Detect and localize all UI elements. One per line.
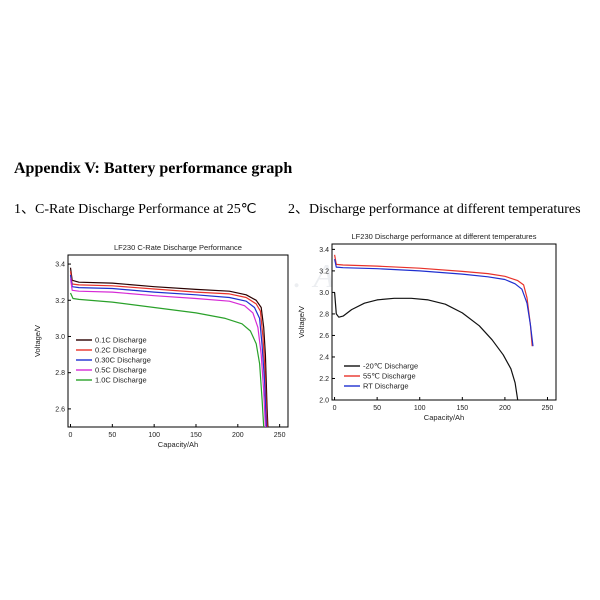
- legend-label: 1.0C Discharge: [95, 376, 147, 385]
- chart-crate-discharge: LF230 C-Rate Discharge Performance 0 50 100…: [33, 243, 289, 449]
- legend-label: 0.30C Discharge: [95, 356, 151, 365]
- y-tick-label: 2.0: [319, 398, 329, 405]
- plot-frame: [67, 254, 289, 428]
- legend-label: 0.2C Discharge: [95, 346, 147, 355]
- series-line-3: [69, 274, 267, 427]
- y-tick-label: 2.6: [55, 406, 65, 413]
- series-line-5: [69, 292, 265, 427]
- y-tick-label: 2.8: [319, 311, 329, 318]
- y-axis-label: Voltage/V: [297, 306, 306, 338]
- section-heading-crate: 1、C-Rate Discharge Performance at 25℃: [14, 202, 257, 217]
- y-tick-label: 2.8: [55, 370, 65, 377]
- series-group: [69, 267, 269, 427]
- x-tick-label: 0: [69, 432, 73, 439]
- series-line-2: [334, 254, 533, 347]
- y-tick-label: 3.2: [55, 298, 65, 305]
- x-axis-label: Capacity/Ah: [158, 440, 198, 449]
- y-tick-label: 3.4: [319, 247, 329, 254]
- y-tick-label: 2.6: [319, 333, 329, 340]
- x-tick-label: 0: [333, 405, 337, 412]
- y-axis-label: Voltage/V: [33, 325, 42, 357]
- x-tick-label: 200: [499, 405, 511, 412]
- x-tick-label: 150: [456, 405, 468, 412]
- x-tick-label: 50: [373, 405, 381, 412]
- legend-label: RT Discharge: [363, 382, 409, 391]
- x-tick-label: 100: [148, 432, 160, 439]
- series-line-1: [334, 292, 519, 400]
- section-heading-temperature: 2、Discharge performance at different tem…: [288, 202, 581, 217]
- y-tick-label: 3.2: [319, 268, 329, 275]
- chart-title: LF230 C-Rate Discharge Performance: [114, 243, 242, 252]
- y-tick-label: 3.0: [55, 334, 65, 341]
- series-line-2: [69, 271, 268, 427]
- page-title: Appendix V: Battery performance graph: [14, 160, 293, 177]
- chart-title: LF230 Discharge performance at different…: [352, 232, 537, 241]
- series-group: [334, 254, 534, 400]
- y-tick-label: 3.4: [55, 262, 65, 269]
- series-line-4: [69, 278, 266, 427]
- y-tick-label: 3.0: [319, 290, 329, 297]
- y-tick-label: 2.2: [319, 376, 329, 383]
- legend-label: -20℃ Discharge: [363, 362, 418, 371]
- series-line-3: [334, 258, 534, 347]
- y-tick-label: 2.4: [319, 354, 329, 361]
- x-axis-label: Capacity/Ah: [424, 413, 464, 422]
- x-tick-label: 200: [232, 432, 244, 439]
- series-line-1: [69, 267, 269, 427]
- legend-label: 0.1C Discharge: [95, 336, 147, 345]
- legend-label: 55℃ Discharge: [363, 372, 416, 381]
- chart-temperature-discharge: LF230 Discharge performance at different…: [297, 232, 557, 422]
- x-tick-label: 100: [414, 405, 426, 412]
- x-tick-label: 250: [274, 432, 286, 439]
- x-tick-label: 50: [108, 432, 116, 439]
- x-tick-label: 250: [542, 405, 554, 412]
- x-tick-label: 150: [190, 432, 202, 439]
- legend-label: 0.5C Discharge: [95, 366, 147, 375]
